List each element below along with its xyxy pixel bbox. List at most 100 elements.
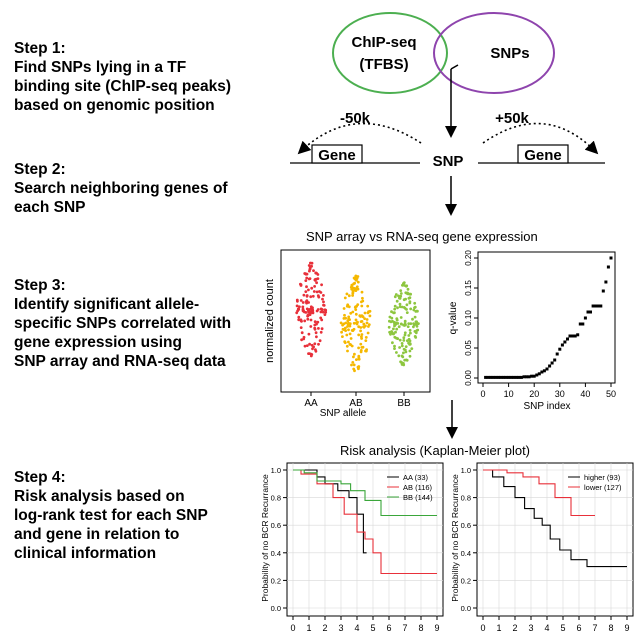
swarm-point xyxy=(313,285,316,288)
km-right-frame xyxy=(476,462,634,617)
swarm-point xyxy=(310,353,314,356)
swarm-point xyxy=(314,331,318,335)
swarm-point xyxy=(298,305,301,309)
step-4-text: Step 4: Risk analysis based on log-rank … xyxy=(14,468,208,563)
swarm-point xyxy=(399,322,403,326)
km-ytick-label: 1.0 xyxy=(271,466,281,475)
arrow-venn-to-snp xyxy=(450,64,459,70)
swarm-point xyxy=(356,275,360,278)
swarm-point xyxy=(305,285,308,289)
swarm-point xyxy=(354,312,358,316)
km-curve-bb xyxy=(293,469,437,517)
swarm-point xyxy=(393,311,396,315)
step-3-line-1: Identify significant allele- xyxy=(14,296,200,313)
swarm-point xyxy=(355,278,358,282)
swarm-point xyxy=(395,299,399,303)
swarm-point xyxy=(404,297,407,301)
swarm-point xyxy=(366,331,370,335)
swarm-point xyxy=(399,360,402,364)
swarm-point xyxy=(307,277,311,281)
km-xtick-label: 5 xyxy=(370,623,375,633)
swarm-point xyxy=(322,294,325,297)
swarm-point xyxy=(357,333,361,337)
swarm-point xyxy=(319,330,323,334)
snp-label: SNP xyxy=(433,153,464,170)
legend-bb-label: BB (144) xyxy=(403,493,433,502)
swarm-point xyxy=(305,344,309,347)
plus-50k-label: +50k xyxy=(495,110,529,127)
swarm-point xyxy=(304,272,308,276)
beeswarm-plot: normalized count AA AB BB SNP allele xyxy=(264,249,431,419)
qvalue-point xyxy=(502,375,505,379)
km-plot-left: Probability of no BCR Recurrance 0 1 2 3 4 5 6… xyxy=(260,462,444,633)
swarm-point xyxy=(393,347,396,350)
swarm-point xyxy=(313,278,317,282)
swarm-point xyxy=(311,294,315,298)
qvalue-point xyxy=(586,310,590,314)
km-ytick-label: 0.8 xyxy=(271,494,281,503)
swarm-point xyxy=(295,304,299,308)
swarm-point xyxy=(357,354,361,358)
swarm-point xyxy=(405,303,409,307)
swarm-point xyxy=(402,347,406,351)
swarm-point xyxy=(347,294,351,298)
step-3-line-2: specific SNPs correlated with xyxy=(14,315,232,332)
swarm-point xyxy=(313,326,317,330)
swarm-point xyxy=(399,292,403,295)
qvalue-ytick-label: 0.20 xyxy=(464,250,473,266)
swarm-point xyxy=(303,319,307,323)
km-xtick-label: 7 xyxy=(402,623,407,633)
swarm-point xyxy=(324,310,328,314)
swarm-point xyxy=(314,271,318,275)
swarm-point xyxy=(356,287,360,291)
swarm-point xyxy=(319,316,323,320)
qvalue-point xyxy=(573,334,577,338)
swarm-point xyxy=(413,306,416,310)
swarm-point xyxy=(407,322,411,325)
qvalue-point xyxy=(522,375,526,379)
swarm-point xyxy=(297,315,301,319)
swarm-point xyxy=(305,294,309,298)
swarm-point xyxy=(360,337,363,340)
swarm-point xyxy=(368,314,372,318)
km-ytick-label: 0.6 xyxy=(271,521,281,530)
swarm-point xyxy=(412,325,415,329)
swarm-point xyxy=(415,329,419,332)
qvalue-points xyxy=(484,256,613,379)
km-ytick-label: 0.8 xyxy=(461,494,471,503)
venn-chipseq-label: ChIP-seq xyxy=(351,34,416,51)
swarm-point xyxy=(307,309,311,313)
km-right-content: 0 1 2 3 4 5 6 7 8 9 0.0 0.2 0.4 0.6 0.8 1.0 xyxy=(461,463,633,633)
swarm-point xyxy=(354,318,358,322)
swarm-point xyxy=(389,332,392,336)
swarm-point xyxy=(310,310,314,313)
swarm-point xyxy=(402,306,406,309)
swarm-point xyxy=(319,310,323,314)
legend-aa-label: AA (33) xyxy=(403,473,429,482)
dotted-arc-right xyxy=(482,122,599,155)
swarm-point xyxy=(406,291,409,295)
swarm-point xyxy=(320,308,324,311)
swarm-point xyxy=(393,344,396,348)
swarm-point xyxy=(405,284,409,288)
swarm-point xyxy=(302,335,306,339)
qvalue-xtick-label: 40 xyxy=(580,389,590,399)
swarm-point xyxy=(351,329,355,332)
swarm-point xyxy=(402,339,406,342)
swarm-point xyxy=(407,334,411,337)
swarm-point xyxy=(359,349,363,352)
swarm-point xyxy=(364,339,368,342)
swarm-point xyxy=(406,287,410,291)
swarm-point xyxy=(301,305,305,309)
gene-label-right: Gene xyxy=(524,147,562,164)
qvalue-point xyxy=(571,334,575,338)
swarm-point xyxy=(398,302,402,306)
swarm-point xyxy=(304,279,308,282)
qvalue-point xyxy=(525,375,528,379)
swarm-point xyxy=(318,339,322,343)
swarm-point xyxy=(343,313,346,317)
swarm-point xyxy=(296,299,299,303)
swarm-point xyxy=(314,348,317,352)
swarm-point xyxy=(403,319,407,323)
swarm-point xyxy=(400,354,404,358)
